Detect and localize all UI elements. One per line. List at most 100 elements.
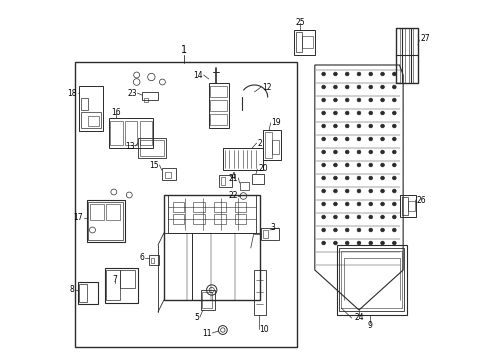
Bar	[142, 92, 158, 100]
Circle shape	[380, 111, 384, 115]
Circle shape	[333, 202, 337, 206]
Circle shape	[356, 189, 360, 193]
Circle shape	[380, 150, 384, 154]
Circle shape	[380, 124, 384, 128]
Text: 21: 21	[227, 174, 237, 183]
Circle shape	[356, 111, 360, 115]
Circle shape	[368, 111, 372, 115]
Bar	[172, 202, 184, 212]
Circle shape	[321, 176, 325, 180]
Bar	[143, 98, 147, 102]
Circle shape	[345, 189, 348, 193]
Bar	[88, 116, 99, 126]
Bar	[220, 177, 224, 185]
Bar	[81, 112, 101, 128]
Circle shape	[368, 189, 372, 193]
Bar	[336, 245, 406, 315]
Text: 22: 22	[227, 192, 237, 201]
Circle shape	[345, 150, 348, 154]
Bar	[78, 282, 98, 304]
Bar	[120, 270, 135, 288]
Bar	[263, 130, 281, 160]
Circle shape	[356, 176, 360, 180]
Circle shape	[368, 124, 372, 128]
Bar	[105, 204, 120, 220]
Circle shape	[321, 98, 325, 102]
Circle shape	[321, 241, 325, 245]
Bar	[301, 36, 312, 48]
Text: 25: 25	[295, 18, 305, 27]
Circle shape	[368, 163, 372, 167]
Circle shape	[380, 215, 384, 219]
Circle shape	[380, 163, 384, 167]
Bar	[149, 255, 159, 265]
Bar	[139, 121, 152, 145]
Text: 20: 20	[258, 163, 267, 172]
Circle shape	[368, 150, 372, 154]
Circle shape	[345, 111, 348, 115]
Text: 10: 10	[259, 325, 269, 334]
Circle shape	[380, 202, 384, 206]
Bar	[193, 202, 204, 212]
Circle shape	[345, 72, 348, 76]
Bar	[214, 214, 225, 224]
Circle shape	[333, 176, 337, 180]
Circle shape	[333, 215, 337, 219]
Text: 8: 8	[69, 285, 74, 294]
Circle shape	[321, 163, 325, 167]
Circle shape	[368, 215, 372, 219]
Text: 6: 6	[140, 253, 144, 262]
Bar	[214, 202, 225, 212]
Bar	[202, 292, 212, 308]
Circle shape	[392, 124, 395, 128]
Text: 17: 17	[73, 213, 83, 222]
Circle shape	[345, 137, 348, 141]
Bar	[234, 202, 246, 212]
Text: 2: 2	[257, 139, 262, 148]
Bar	[172, 214, 184, 224]
Circle shape	[392, 189, 395, 193]
Circle shape	[321, 215, 325, 219]
Bar	[86, 200, 124, 242]
Circle shape	[380, 241, 384, 245]
Circle shape	[380, 176, 384, 180]
Bar	[138, 138, 166, 158]
Bar	[210, 100, 227, 111]
Circle shape	[321, 72, 325, 76]
Bar	[163, 195, 259, 300]
Circle shape	[368, 72, 372, 76]
Circle shape	[392, 150, 395, 154]
Bar	[150, 258, 154, 263]
Bar	[295, 32, 301, 52]
Circle shape	[345, 85, 348, 89]
Circle shape	[356, 124, 360, 128]
Circle shape	[368, 202, 372, 206]
Circle shape	[392, 137, 395, 141]
Circle shape	[345, 241, 348, 245]
Bar	[75, 62, 297, 347]
Bar	[261, 228, 278, 240]
Circle shape	[356, 137, 360, 141]
Bar	[163, 233, 191, 300]
Circle shape	[333, 85, 337, 89]
Circle shape	[333, 137, 337, 141]
Bar	[341, 251, 401, 308]
Text: 12: 12	[261, 82, 271, 91]
Circle shape	[380, 189, 384, 193]
Bar	[219, 175, 232, 187]
Circle shape	[321, 202, 325, 206]
Bar	[162, 168, 176, 180]
Circle shape	[333, 98, 337, 102]
Circle shape	[333, 241, 337, 245]
Circle shape	[333, 228, 337, 232]
Bar	[105, 268, 138, 303]
Bar	[210, 86, 227, 97]
Circle shape	[356, 150, 360, 154]
Bar	[399, 195, 416, 217]
Circle shape	[356, 72, 360, 76]
Text: 7: 7	[112, 275, 117, 284]
Circle shape	[392, 215, 395, 219]
Bar	[191, 233, 259, 300]
Circle shape	[333, 150, 337, 154]
Circle shape	[368, 176, 372, 180]
